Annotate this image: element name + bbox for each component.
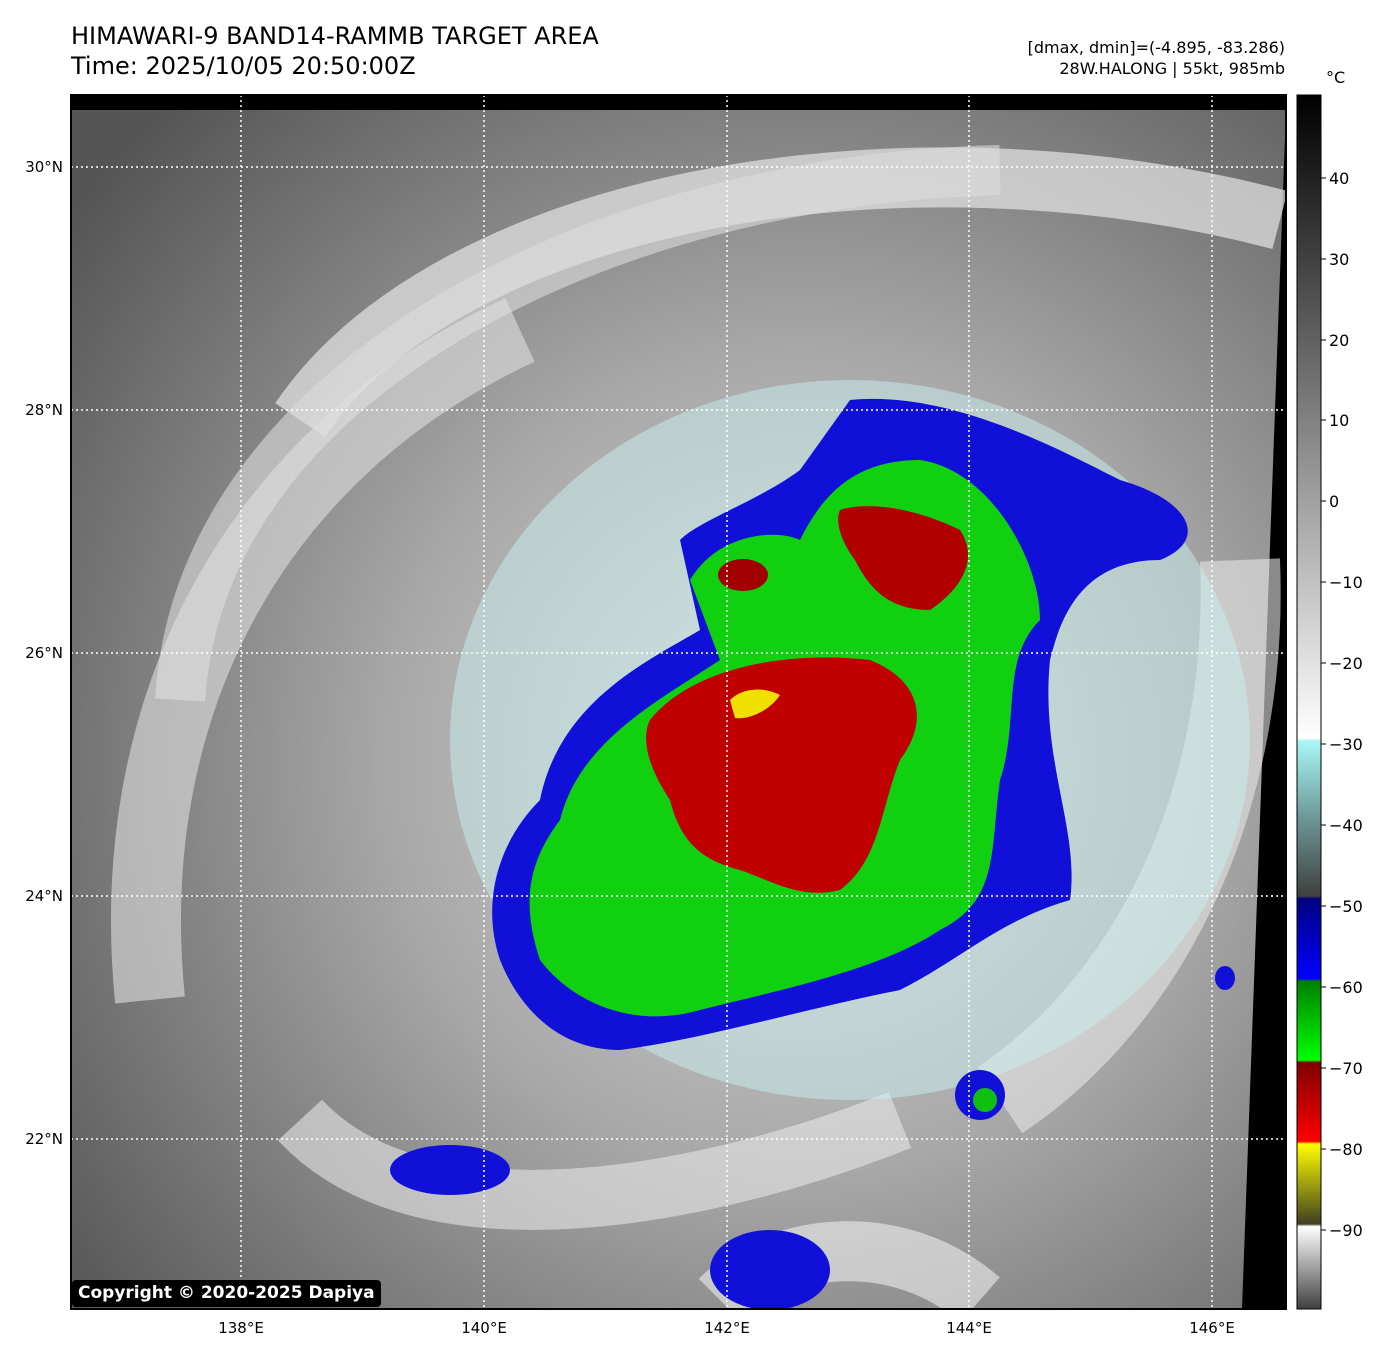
copyright-badge: Copyright © 2020-2025 Dapiya — [72, 1280, 381, 1307]
cbar-tick-m40: −40 — [1329, 816, 1363, 835]
lat-label-28: 28°N — [25, 401, 63, 419]
cbar-tick-m50: −50 — [1329, 897, 1363, 916]
map-title: HIMAWARI-9 BAND14-RAMMB TARGET AREA — [71, 22, 599, 50]
cbar-tick-30: 30 — [1329, 250, 1349, 269]
lon-label-140: 140°E — [461, 1319, 507, 1337]
imagery-layer — [71, 95, 1286, 1309]
cbar-tick-m20: −20 — [1329, 654, 1363, 673]
gridlines — [71, 95, 1286, 1309]
cbar-tick-m30: −30 — [1329, 735, 1363, 754]
lat-label-30: 30°N — [25, 158, 63, 176]
cbar-tick-0: 0 — [1329, 492, 1339, 511]
data-range-text: [dmax, dmin]=(-4.895, -83.286) — [1027, 38, 1285, 57]
storm-info-text: 28W.HALONG | 55kt, 985mb — [1059, 59, 1285, 78]
colorbar-unit: °C — [1326, 68, 1346, 87]
lat-label-22: 22°N — [25, 1130, 63, 1148]
cbar-tick-10: 10 — [1329, 411, 1349, 430]
cbar-tick-m80: −80 — [1329, 1140, 1363, 1159]
cbar-tick-m10: −10 — [1329, 573, 1363, 592]
lat-label-26: 26°N — [25, 644, 63, 662]
lat-label-24: 24°N — [25, 887, 63, 905]
cbar-tick-m90: −90 — [1329, 1221, 1363, 1240]
cbar-tick-40: 40 — [1329, 169, 1349, 188]
lon-label-142: 142°E — [704, 1319, 750, 1337]
lon-label-144: 144°E — [946, 1319, 992, 1337]
map-time: Time: 2025/10/05 20:50:00Z — [71, 52, 416, 80]
lon-label-146: 146°E — [1189, 1319, 1235, 1337]
colorbar: 40 30 20 10 0 −10 −20 −30 −40 −50 −60 −7… — [1296, 94, 1363, 1310]
cbar-tick-20: 20 — [1329, 331, 1349, 350]
cbar-tick-m70: −70 — [1329, 1059, 1363, 1078]
lon-label-138: 138°E — [218, 1319, 264, 1337]
cbar-tick-m60: −60 — [1329, 978, 1363, 997]
